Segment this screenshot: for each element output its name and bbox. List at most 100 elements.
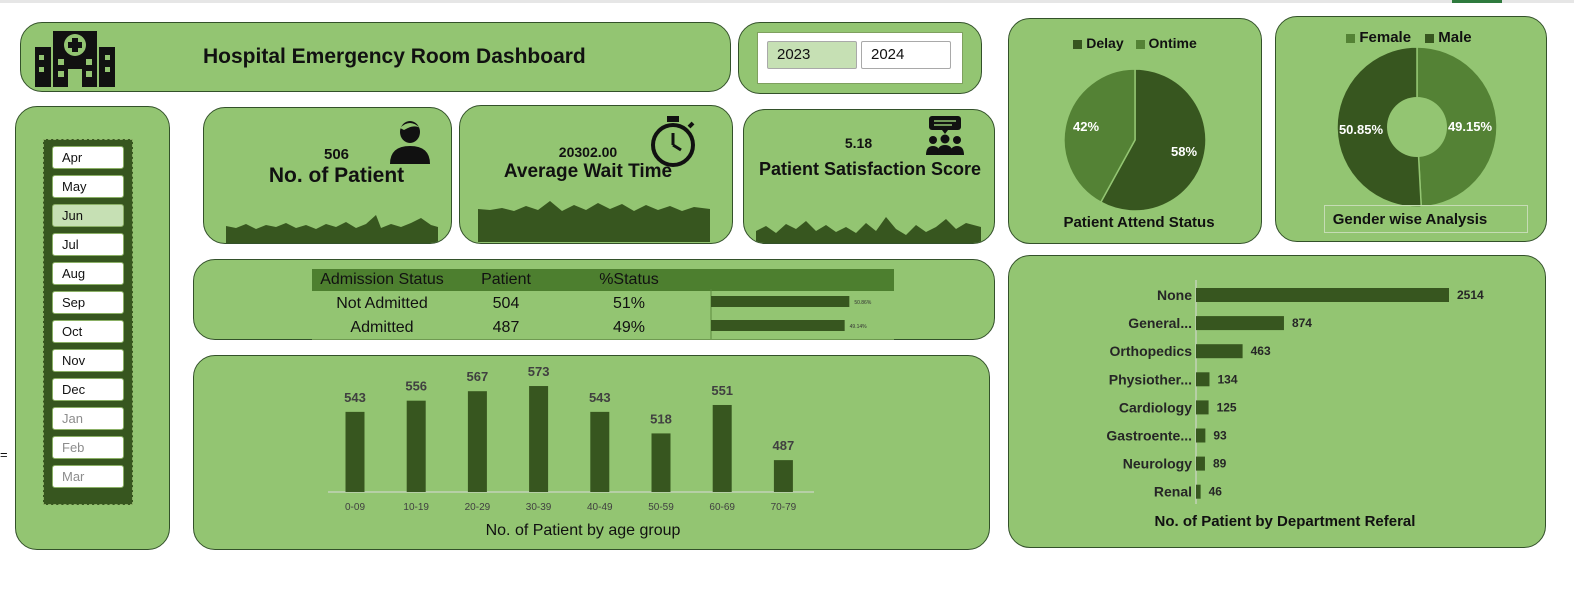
department-panel bbox=[1008, 255, 1546, 548]
gender-donut-chart: 49.15% 50.85% bbox=[1336, 46, 1498, 208]
age-group-bar-chart: 543 0-09 556 10-19 567 20-29 573 30-39 543 40-49 5… bbox=[328, 364, 814, 513]
month-button-jul[interactable]: Jul bbox=[52, 233, 124, 256]
department-bar bbox=[1196, 316, 1284, 331]
age-tick-label: 70-79 bbox=[771, 502, 797, 513]
age-tick-label: 10-19 bbox=[403, 502, 429, 513]
admission-data-bar-label: 49.14% bbox=[850, 324, 868, 330]
legend-delay-swatch bbox=[1073, 39, 1083, 49]
age-tick-label: 20-29 bbox=[465, 502, 491, 513]
month-button-jan[interactable]: Jan bbox=[52, 407, 124, 430]
department-value-label: 93 bbox=[1213, 429, 1227, 443]
admission-data-bars: 50.86% 49.14% bbox=[710, 289, 872, 339]
month-button-feb[interactable]: Feb bbox=[52, 436, 124, 459]
age-tick-label: 40-49 bbox=[587, 502, 613, 513]
kpi-patients-value: 506 bbox=[323, 146, 350, 163]
age-bar bbox=[773, 460, 793, 492]
month-button-jun[interactable]: Jun bbox=[52, 204, 124, 227]
donut-slice-female bbox=[1416, 46, 1498, 208]
legend-male: Male bbox=[1425, 29, 1472, 46]
month-button-nov[interactable]: Nov bbox=[52, 349, 124, 372]
year-slicer-panel: 2023 2024 bbox=[738, 22, 982, 94]
age-bar-value-label: 556 bbox=[405, 379, 427, 394]
age-bar bbox=[590, 411, 610, 492]
kpi-wait-sparkline bbox=[478, 201, 710, 242]
admission-row-pct: 51% bbox=[612, 295, 646, 312]
admission-header-patient: Patient bbox=[481, 271, 531, 288]
month-button-oct[interactable]: Oct bbox=[52, 320, 124, 343]
pie-slice-ontime bbox=[1063, 68, 1136, 204]
legend-female-swatch bbox=[1346, 33, 1356, 43]
pie-label-delay: 58% bbox=[1171, 144, 1197, 159]
row-marker: = bbox=[0, 447, 8, 462]
department-tick-label: Orthopedics bbox=[1110, 343, 1193, 359]
age-tick-label: 0-09 bbox=[345, 502, 365, 513]
age-bar bbox=[712, 404, 732, 492]
page-title: Hospital Emergency Room Dashboard bbox=[203, 45, 586, 68]
year-button-2023[interactable]: 2023 bbox=[767, 41, 857, 69]
month-button-sep[interactable]: Sep bbox=[52, 291, 124, 314]
department-bar bbox=[1196, 484, 1201, 499]
kpi-patients-sparkline bbox=[226, 215, 438, 243]
kpi-satisfaction-value: 5.18 bbox=[844, 135, 873, 151]
active-sheet-indicator bbox=[1452, 0, 1502, 3]
legend-ontime-swatch bbox=[1135, 39, 1145, 49]
pie-label-ontime: 42% bbox=[1073, 119, 1099, 134]
kpi-wait-label: Average Wait Time bbox=[503, 161, 673, 182]
age-bar bbox=[467, 391, 487, 492]
month-button-apr[interactable]: Apr bbox=[52, 146, 124, 169]
month-button-mar[interactable]: Mar bbox=[52, 465, 124, 488]
department-value-label: 463 bbox=[1251, 344, 1271, 358]
department-value-label: 46 bbox=[1209, 485, 1223, 499]
kpi-satisfaction-sparkline bbox=[756, 217, 981, 243]
top-divider bbox=[0, 0, 1574, 3]
age-tick-label: 50-59 bbox=[648, 502, 674, 513]
admission-header-pct: %Status bbox=[599, 271, 659, 288]
department-value-label: 125 bbox=[1217, 400, 1237, 414]
department-tick-label: Physiother... bbox=[1109, 371, 1192, 387]
department-tick-label: Cardiology bbox=[1119, 399, 1192, 415]
admission-data-bar bbox=[711, 320, 845, 331]
kpi-patients-label: No. of Patient bbox=[268, 164, 405, 187]
age-tick-label: 30-39 bbox=[526, 502, 552, 513]
month-button-dec[interactable]: Dec bbox=[52, 378, 124, 401]
department-bar bbox=[1196, 344, 1243, 359]
month-button-aug[interactable]: Aug bbox=[52, 262, 124, 285]
department-chart-title: No. of Patient by Department Referal bbox=[1154, 513, 1416, 530]
admission-row-patients: 487 bbox=[492, 319, 520, 336]
donut-label-male: 50.85% bbox=[1339, 122, 1384, 137]
legend-delay-label: Delay bbox=[1086, 35, 1124, 51]
stopwatch-icon bbox=[651, 116, 695, 167]
patient-icon bbox=[390, 121, 430, 164]
department-tick-label: Gastroente... bbox=[1106, 428, 1192, 444]
year-button-2024[interactable]: 2024 bbox=[861, 41, 951, 69]
age-bar-value-label: 543 bbox=[344, 390, 366, 405]
month-button-may[interactable]: May bbox=[52, 175, 124, 198]
department-tick-label: General... bbox=[1128, 315, 1192, 331]
hospital-icon bbox=[35, 31, 115, 87]
kpi-wait-panel: 20302.00 Average Wait Time bbox=[459, 105, 733, 244]
admission-row-divider bbox=[312, 339, 894, 340]
kpi-patients-panel: 506 No. of Patient bbox=[203, 107, 452, 244]
attend-status-pie-chart: 58% 42% bbox=[1063, 68, 1207, 212]
age-bar-value-label: 573 bbox=[528, 364, 550, 379]
age-tick-label: 60-69 bbox=[709, 502, 735, 513]
header-panel: Hospital Emergency Room Dashboard bbox=[20, 22, 731, 92]
admission-header-status: Admission Status bbox=[320, 271, 444, 288]
admission-row-status: Admitted bbox=[350, 319, 414, 336]
attend-legend: Delay Ontime bbox=[1008, 35, 1262, 51]
age-bar bbox=[345, 411, 365, 492]
department-bar bbox=[1196, 288, 1449, 302]
legend-ontime: Ontime bbox=[1135, 35, 1197, 51]
age-chart-title: No. of Patient by age group bbox=[485, 522, 681, 539]
age-bar-value-label: 551 bbox=[711, 383, 733, 398]
donut-hole bbox=[1387, 97, 1447, 157]
age-bar-value-label: 487 bbox=[773, 438, 795, 453]
kpi-wait-value: 20302.00 bbox=[558, 144, 618, 160]
department-tick-label: None bbox=[1157, 287, 1192, 303]
gender-title-box bbox=[1324, 205, 1528, 233]
department-value-label: 2514 bbox=[1457, 288, 1484, 302]
donut-label-female: 49.15% bbox=[1448, 119, 1493, 134]
department-bar bbox=[1196, 456, 1205, 471]
department-tick-label: Renal bbox=[1154, 484, 1192, 500]
department-bar bbox=[1196, 428, 1206, 443]
